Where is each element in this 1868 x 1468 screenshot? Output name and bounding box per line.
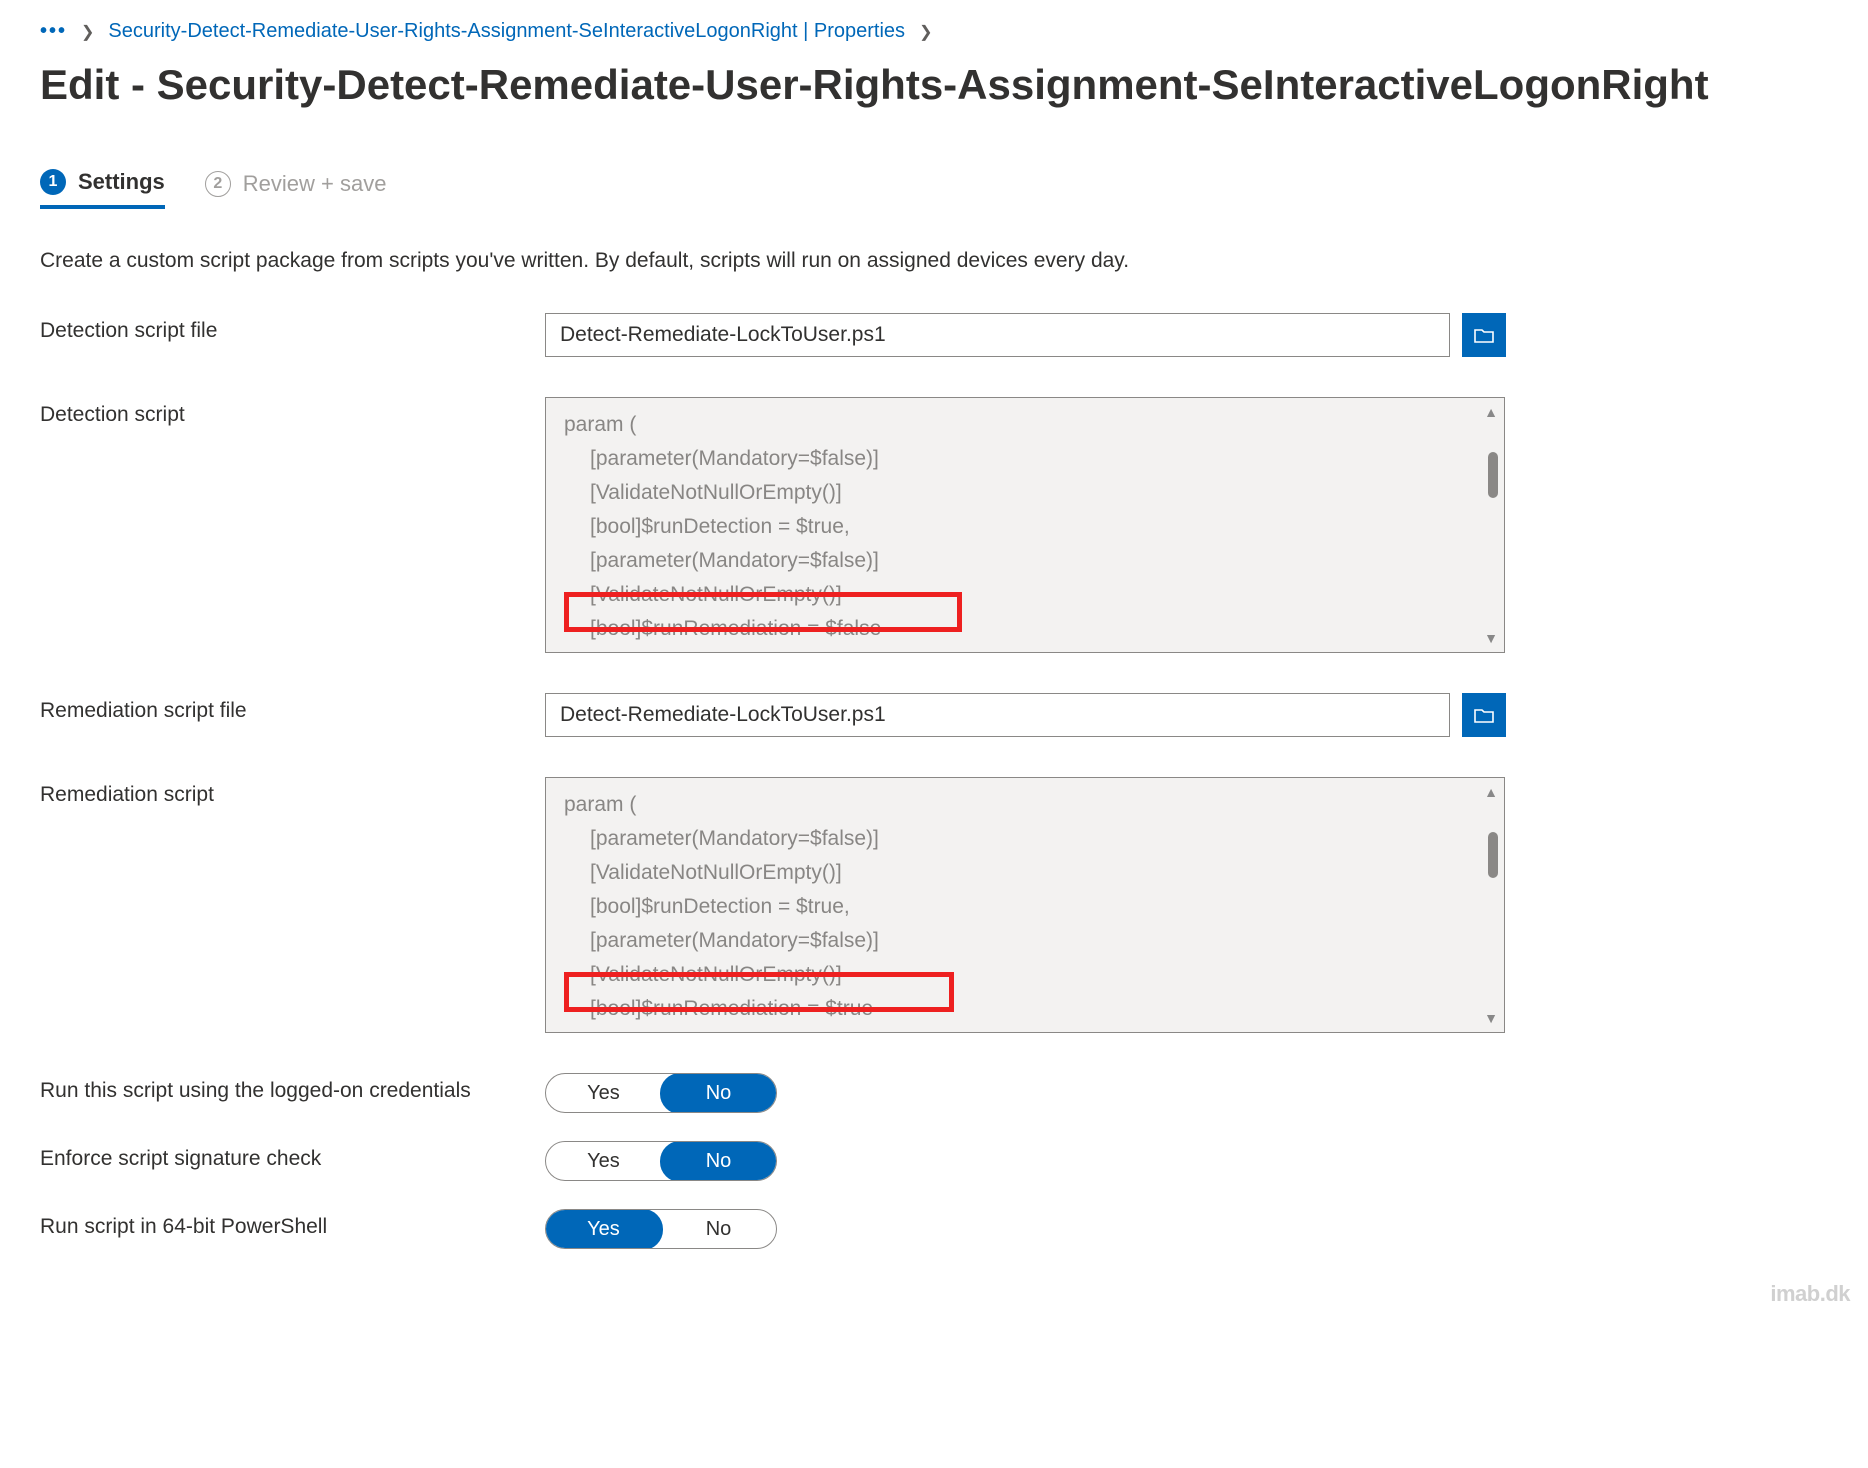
step-number: 1	[40, 169, 66, 195]
remediation-script-textarea[interactable]: param ( [parameter(Mandatory=$false)] [V…	[545, 777, 1505, 1033]
intro-text: Create a custom script package from scri…	[40, 249, 1828, 273]
label-run-64bit: Run script in 64-bit PowerShell	[40, 1209, 545, 1239]
detection-script-file-input[interactable]	[545, 313, 1450, 357]
breadcrumb-overflow[interactable]: •••	[40, 20, 67, 43]
step-settings[interactable]: 1 Settings	[40, 169, 165, 209]
scrollbar[interactable]: ▲ ▼	[1480, 404, 1502, 646]
label-detection-script: Detection script	[40, 397, 545, 427]
toggle-enforce-signature[interactable]: Yes No No	[545, 1141, 777, 1181]
chevron-right-icon: ❯	[919, 22, 932, 42]
scroll-down-icon[interactable]: ▼	[1484, 1010, 1498, 1026]
scroll-thumb[interactable]	[1488, 832, 1498, 878]
step-review-save[interactable]: 2 Review + save	[205, 169, 387, 209]
folder-icon	[1472, 703, 1496, 727]
watermark: imab.dk	[1770, 1281, 1850, 1307]
stepper: 1 Settings 2 Review + save	[40, 169, 1828, 209]
detection-script-textarea[interactable]: param ( [parameter(Mandatory=$false)] [V…	[545, 397, 1505, 653]
scrollbar[interactable]: ▲ ▼	[1480, 784, 1502, 1026]
scroll-up-icon[interactable]: ▲	[1484, 784, 1498, 800]
toggle-selected: No	[660, 1073, 778, 1113]
scroll-up-icon[interactable]: ▲	[1484, 404, 1498, 420]
step-label: Review + save	[243, 171, 387, 197]
browse-detection-file-button[interactable]	[1462, 313, 1506, 357]
toggle-run-64bit[interactable]: Yes No Yes	[545, 1209, 777, 1249]
toggle-yes[interactable]: Yes	[546, 1142, 661, 1180]
toggle-selected: Yes	[545, 1209, 663, 1249]
toggle-yes[interactable]: Yes	[546, 1074, 661, 1112]
toggle-selected: No	[660, 1141, 778, 1181]
label-run-logged-on: Run this script using the logged-on cred…	[40, 1073, 545, 1103]
browse-remediation-file-button[interactable]	[1462, 693, 1506, 737]
folder-icon	[1472, 323, 1496, 347]
chevron-right-icon: ❯	[81, 22, 94, 42]
breadcrumb-item[interactable]: Security-Detect-Remediate-User-Rights-As…	[108, 20, 905, 43]
toggle-no[interactable]: No	[661, 1210, 776, 1248]
toggle-run-logged-on[interactable]: Yes No No	[545, 1073, 777, 1113]
step-number: 2	[205, 171, 231, 197]
code-content: param ( [parameter(Mandatory=$false)] [V…	[546, 398, 1504, 653]
label-remediation-script: Remediation script	[40, 777, 545, 807]
breadcrumb: ••• ❯ Security-Detect-Remediate-User-Rig…	[40, 20, 1828, 43]
scroll-down-icon[interactable]: ▼	[1484, 630, 1498, 646]
label-enforce-signature: Enforce script signature check	[40, 1141, 545, 1171]
scroll-thumb[interactable]	[1488, 452, 1498, 498]
code-content: param ( [parameter(Mandatory=$false)] [V…	[546, 778, 1504, 1033]
label-remediation-script-file: Remediation script file	[40, 693, 545, 723]
page-title: Edit - Security-Detect-Remediate-User-Ri…	[40, 61, 1828, 109]
remediation-script-file-input[interactable]	[545, 693, 1450, 737]
step-label: Settings	[78, 169, 165, 195]
label-detection-script-file: Detection script file	[40, 313, 545, 343]
